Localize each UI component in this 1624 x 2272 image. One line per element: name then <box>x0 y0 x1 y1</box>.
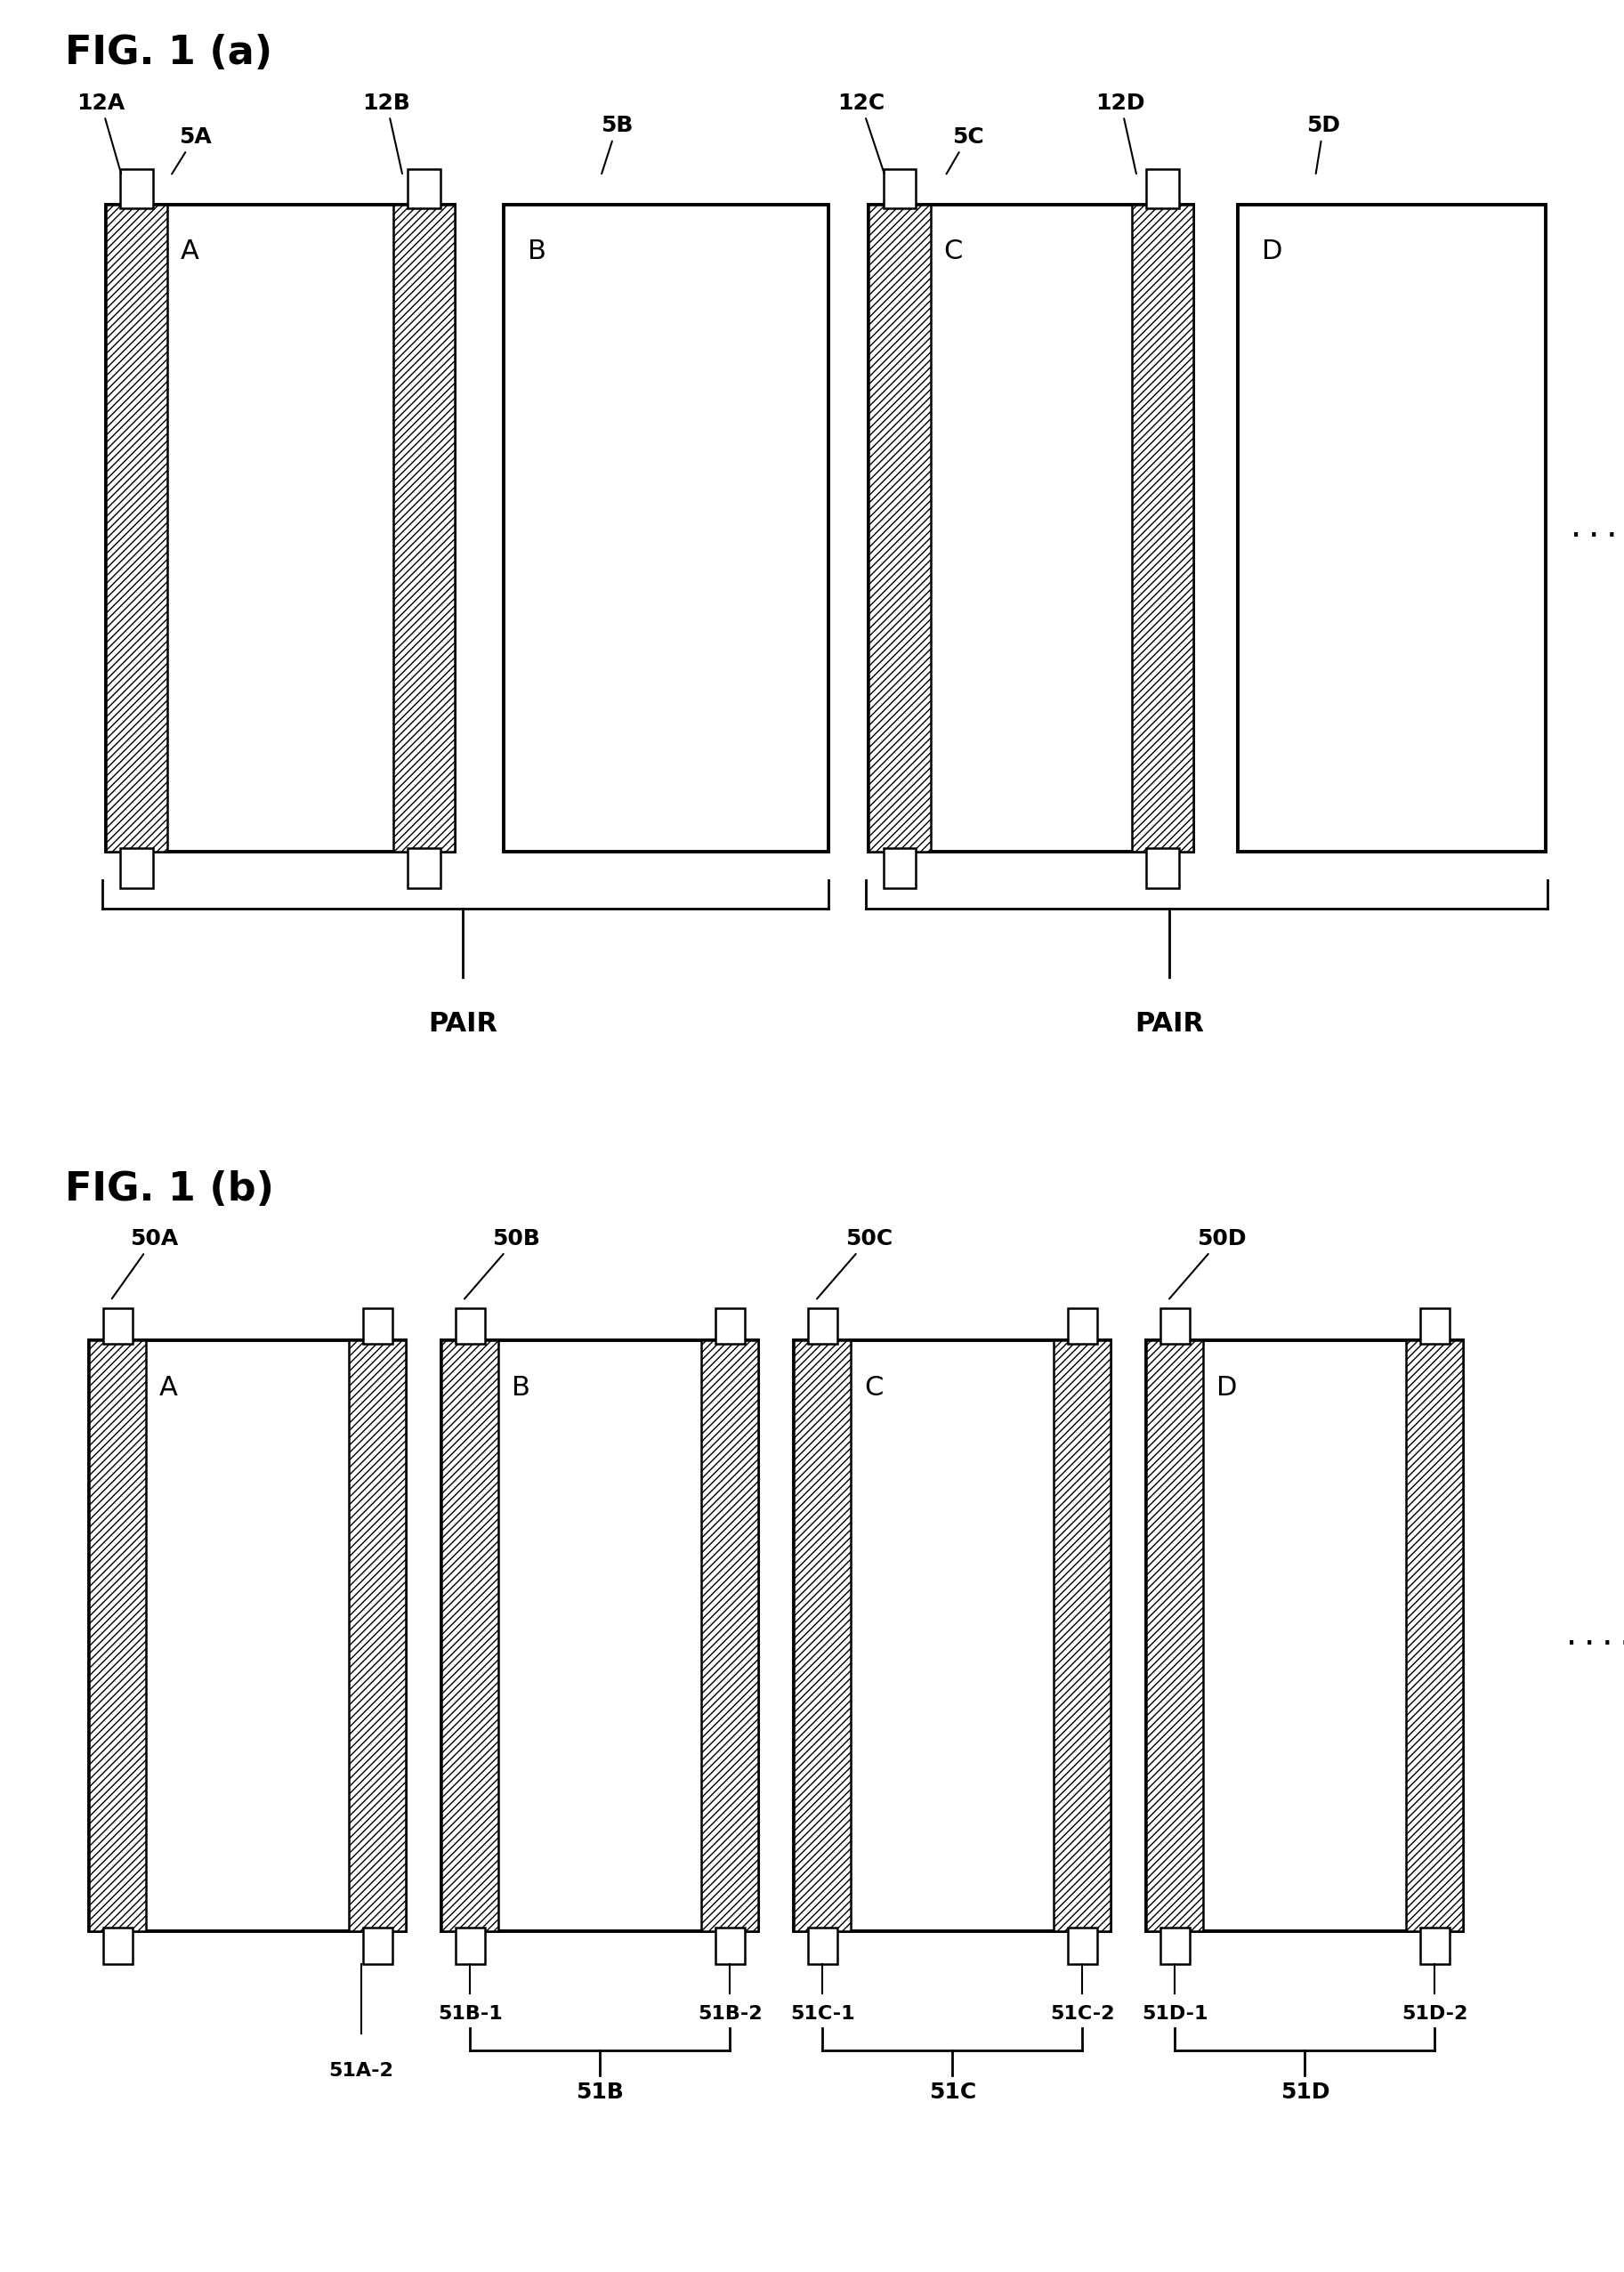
Bar <box>1160 1927 1189 1963</box>
Text: ....: .... <box>1562 1622 1624 1649</box>
Bar <box>104 1309 133 1345</box>
Bar <box>1147 1340 1463 1931</box>
Text: 12D: 12D <box>1096 93 1145 173</box>
Text: 5D: 5D <box>1307 116 1340 173</box>
Bar <box>807 1309 838 1345</box>
Text: C: C <box>944 239 963 264</box>
Bar <box>1147 1340 1203 1931</box>
Bar <box>1419 1927 1449 1963</box>
Text: 12A: 12A <box>76 93 125 173</box>
Bar <box>883 847 916 888</box>
Text: 5C: 5C <box>947 127 984 175</box>
Text: C: C <box>864 1375 883 1400</box>
Bar <box>1160 1309 1189 1345</box>
Text: 5A: 5A <box>172 127 211 175</box>
Bar <box>408 847 440 888</box>
Text: FIG. 1 (b): FIG. 1 (b) <box>65 1170 274 1209</box>
Text: 50C: 50C <box>817 1229 893 1300</box>
Text: FIG. 1 (a): FIG. 1 (a) <box>65 34 273 73</box>
Text: B: B <box>512 1375 529 1400</box>
Text: 5B: 5B <box>601 116 633 173</box>
Bar <box>503 204 828 852</box>
Bar <box>1419 1309 1449 1345</box>
Bar <box>120 168 153 209</box>
Bar <box>702 1340 758 1931</box>
Text: 51C-2: 51C-2 <box>1051 2006 1114 2022</box>
Text: 51C: 51C <box>929 2081 976 2102</box>
Bar <box>408 168 440 209</box>
Text: 51C-1: 51C-1 <box>791 2006 854 2022</box>
Bar <box>89 1340 146 1931</box>
Bar <box>807 1927 838 1963</box>
Text: 12C: 12C <box>836 93 885 173</box>
Bar <box>1067 1927 1096 1963</box>
Text: 51D: 51D <box>1280 2081 1330 2102</box>
Text: A: A <box>159 1375 177 1400</box>
Bar <box>362 1927 391 1963</box>
Text: 50B: 50B <box>464 1229 541 1300</box>
Bar <box>1054 1340 1111 1931</box>
Bar <box>794 1340 851 1931</box>
Bar <box>455 1927 484 1963</box>
Text: 51B-2: 51B-2 <box>698 2006 762 2022</box>
Text: B: B <box>528 239 546 264</box>
Text: PAIR: PAIR <box>1135 1011 1203 1036</box>
Bar <box>349 1340 406 1931</box>
Bar <box>120 847 153 888</box>
Bar <box>89 1340 406 1931</box>
Bar <box>106 204 167 852</box>
Text: 51D-2: 51D-2 <box>1402 2006 1468 2022</box>
Text: PAIR: PAIR <box>429 1011 497 1036</box>
Bar <box>1147 847 1179 888</box>
Text: 51D-1: 51D-1 <box>1142 2006 1208 2022</box>
Bar <box>106 204 455 852</box>
Bar <box>794 1340 1111 1931</box>
Text: D: D <box>1262 239 1283 264</box>
Text: 50D: 50D <box>1169 1229 1246 1300</box>
Bar <box>1237 204 1546 852</box>
Bar <box>362 1309 391 1345</box>
Bar <box>883 168 916 209</box>
Bar <box>104 1927 133 1963</box>
Text: D: D <box>1216 1375 1237 1400</box>
Bar <box>1406 1340 1463 1931</box>
Bar <box>1147 168 1179 209</box>
Bar <box>716 1927 745 1963</box>
Bar <box>393 204 455 852</box>
Text: 51B-1: 51B-1 <box>438 2006 502 2022</box>
Bar <box>1132 204 1194 852</box>
Text: 50A: 50A <box>112 1229 179 1300</box>
Bar <box>442 1340 499 1931</box>
Text: A: A <box>180 239 198 264</box>
Bar <box>869 204 931 852</box>
Text: ....: .... <box>1567 513 1624 543</box>
Bar <box>869 204 1194 852</box>
Bar <box>1067 1309 1096 1345</box>
Bar <box>716 1309 745 1345</box>
Text: 51A-2: 51A-2 <box>330 2063 393 2079</box>
Bar <box>442 1340 758 1931</box>
Text: 51B: 51B <box>577 2081 624 2102</box>
Text: 12B: 12B <box>362 93 411 173</box>
Bar <box>455 1309 484 1345</box>
